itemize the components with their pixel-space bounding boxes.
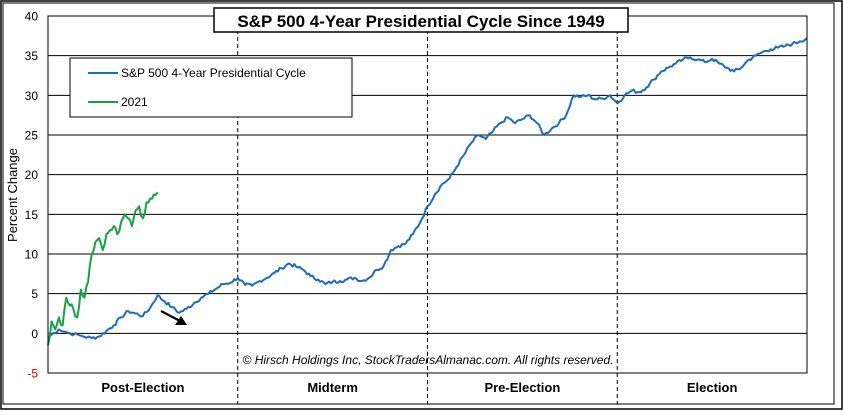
y-tick-label: 0 [31,327,38,341]
y-tick-label: 35 [25,49,39,63]
y-tick-label: -5 [27,367,38,381]
x-category-label: Post-Election [101,380,184,395]
y-tick-label: 15 [25,208,39,222]
x-category-label: Election [687,380,738,395]
x-category-labels: Post-Election Midterm Pre-Election Election [101,380,737,395]
y-tick-label: 5 [31,287,38,301]
series-layer [47,37,808,346]
y-axis-label: Percent Change [5,148,20,242]
legend: S&P 500 4-Year Presidential Cycle 2021 [69,57,353,118]
cycle-series-line [47,37,808,340]
arrow-head [175,316,187,325]
y-tick-label: 20 [25,168,39,182]
downtrend-arrow [160,310,187,325]
legend-box [69,57,353,118]
legend-label-cycle: S&P 500 4-Year Presidential Cycle [121,66,306,80]
arrow-shaft [160,310,181,322]
chart-title: S&P 500 4-Year Presidential Cycle Since … [237,12,604,31]
x-category-label: Midterm [307,380,358,395]
copyright-annotation: © Hirsch Holdings Inc, StockTradersAlman… [243,353,614,367]
y-tick-labels: -5 0 5 10 15 20 25 30 35 40 [25,10,39,381]
series-2021-line [47,191,159,346]
legend-label-2021: 2021 [121,95,148,109]
y-tick-label: 25 [25,129,39,143]
y-tick-label: 40 [25,10,39,24]
y-tick-label: 30 [25,89,39,103]
y-tick-label: 10 [25,248,39,262]
x-category-label: Pre-Election [484,380,560,395]
inner-border [2,2,835,405]
title-box [213,7,629,33]
